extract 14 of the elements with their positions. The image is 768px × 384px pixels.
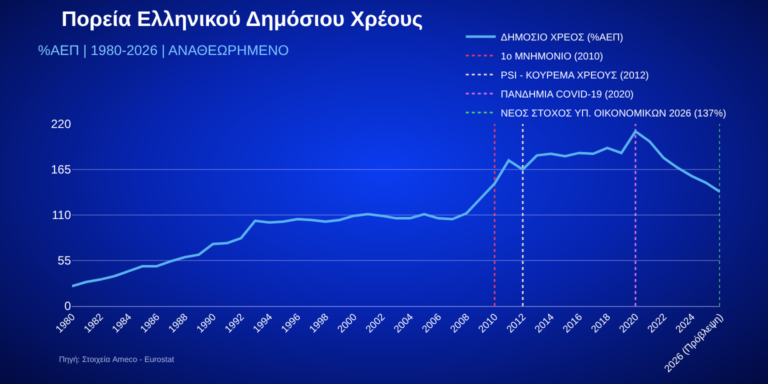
y-tick-label: 165 xyxy=(50,162,72,177)
legend-label: 1ο ΜΝΗΜΟΝΙΟ (2010) xyxy=(500,51,604,62)
legend-label: PSI - ΚΟΥΡΕΜΑ ΧΡΕΟΥΣ (2012) xyxy=(500,70,649,82)
legend-label: ΠΑΝΔΗΜΙΑ COVID-19 (2020) xyxy=(500,89,634,100)
y-tick-label: 0 xyxy=(64,299,72,314)
chart-title: Πορεία Ελληνικού Δημόσιου Χρέους xyxy=(61,8,423,32)
chart-subtitle: %ΑΕΠ | 1980-2026 | ΑΝΑΘΕΩΡΗΜΕΝΟ xyxy=(38,42,289,58)
legend-label: ΝΕΟΣ ΣΤΟΧΟΣ ΥΠ. ΟΙΚΟΝΟΜΙΚΩΝ 2026 (137%) xyxy=(500,108,726,120)
y-tick-label: 55 xyxy=(58,254,72,268)
legend-label: ΔΗΜΟΣΙΟ ΧΡΕΟΣ (%ΑΕΠ) xyxy=(500,32,624,44)
y-tick-label: 110 xyxy=(52,208,72,222)
text: Πηγή: Στοιχεία Ameco - Eurostat xyxy=(59,355,175,364)
line-series xyxy=(72,130,720,288)
y-tick-label: 220 xyxy=(50,117,72,132)
